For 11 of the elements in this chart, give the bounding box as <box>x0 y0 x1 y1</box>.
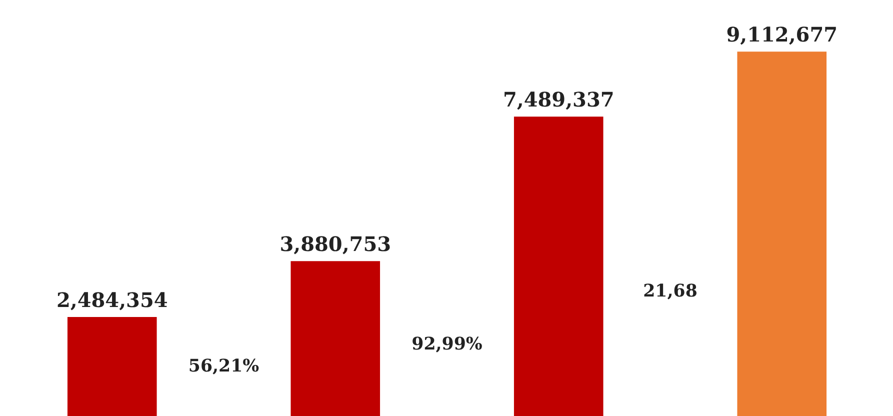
bar <box>67 317 157 416</box>
bar <box>737 52 827 416</box>
bar <box>290 261 380 416</box>
annotation: 92,99% <box>412 334 483 354</box>
data-label: 9,112,677 <box>726 22 838 47</box>
data-label: 2,484,354 <box>56 288 168 312</box>
annotation: 56,21% <box>188 356 260 377</box>
bar <box>514 116 604 416</box>
data-label: 7,489,337 <box>502 88 614 112</box>
data-label: 3,880,753 <box>280 232 392 256</box>
annotation: 21,68 <box>643 282 698 302</box>
